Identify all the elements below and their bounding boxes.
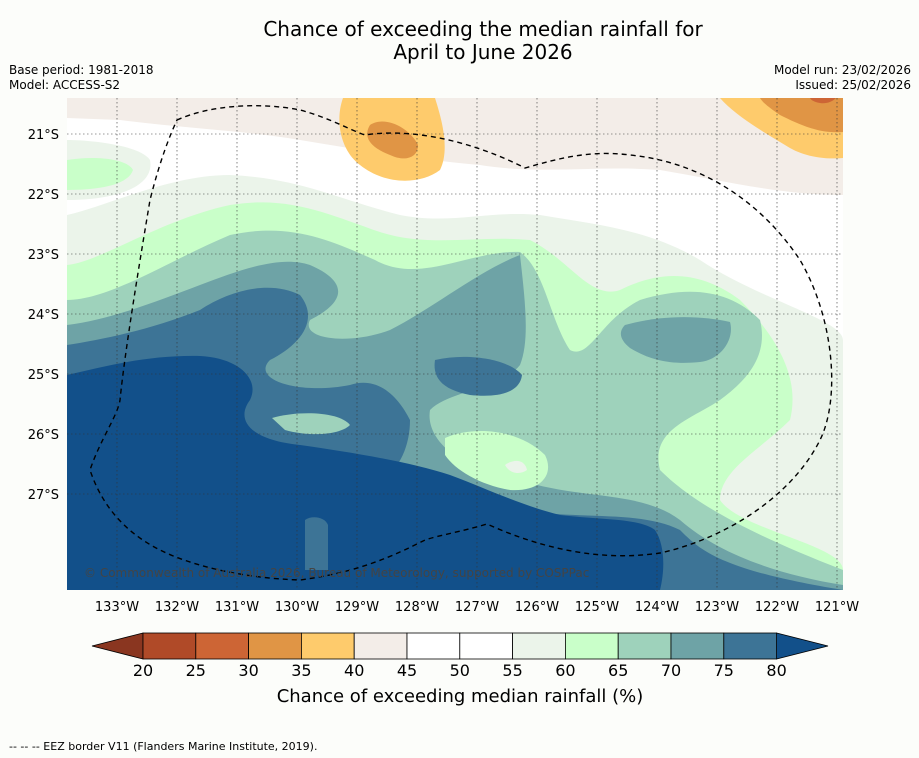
lon-label: 130°W bbox=[275, 600, 319, 615]
colorbar-over-arrow bbox=[776, 632, 829, 660]
lon-label: 122°W bbox=[755, 600, 799, 615]
colorbar-tick-label: 75 bbox=[714, 661, 734, 680]
lat-label: 24°S bbox=[28, 308, 59, 323]
lon-labels: 133°W 132°W 131°W 130°W 129°W 128°W 127°… bbox=[95, 600, 859, 615]
contour-band-25-30-ne bbox=[810, 98, 836, 104]
lon-label: 121°W bbox=[815, 600, 859, 615]
lon-label: 126°W bbox=[515, 600, 559, 615]
lon-label: 127°W bbox=[455, 600, 499, 615]
colorbar-segment bbox=[512, 632, 566, 660]
colorbar-tick-label: 65 bbox=[608, 661, 628, 680]
lon-label: 128°W bbox=[395, 600, 439, 615]
contour-band-above-80 bbox=[67, 355, 664, 590]
contour-band-40-45 bbox=[67, 98, 843, 195]
issued-date: Issued: 25/02/2026 bbox=[795, 78, 911, 92]
model-name: Model: ACCESS-S2 bbox=[9, 78, 121, 92]
lon-label: 123°W bbox=[695, 600, 739, 615]
colorbar-tick-label: 45 bbox=[397, 661, 417, 680]
colorbar-tick-label: 40 bbox=[344, 661, 364, 680]
colorbar-segment bbox=[142, 632, 197, 660]
lat-label: 23°S bbox=[28, 248, 59, 263]
contour-band-65-70-patch bbox=[272, 413, 350, 435]
colorbar-label: Chance of exceeding median rainfall (%) bbox=[277, 686, 644, 707]
colorbar-under-arrow bbox=[91, 632, 144, 660]
title-line-2: April to June 2026 bbox=[393, 40, 573, 64]
lat-label: 22°S bbox=[28, 188, 59, 203]
eez-border bbox=[89, 105, 833, 581]
lat-label: 25°S bbox=[28, 368, 59, 383]
contour-band-75-80-center bbox=[434, 356, 522, 396]
meta-right: Model run: 23/02/2026 Issued: 25/02/2026 bbox=[774, 63, 911, 93]
colorbar-tick-label: 50 bbox=[450, 661, 470, 680]
contour-band-55-60-patch bbox=[505, 460, 527, 473]
colorbar-segment bbox=[353, 632, 408, 660]
lat-label: 21°S bbox=[28, 128, 59, 143]
lon-label: 131°W bbox=[215, 600, 259, 615]
colorbar-tick-label: 55 bbox=[502, 661, 522, 680]
model-run: Model run: 23/02/2026 bbox=[773, 63, 911, 77]
lon-label: 124°W bbox=[635, 600, 679, 615]
colorbar-tick-label: 60 bbox=[555, 661, 575, 680]
colorbar-segment bbox=[565, 632, 619, 660]
lat-label: 26°S bbox=[28, 428, 59, 443]
meta-left: Base period: 1981-2018 Model: ACCESS-S2 bbox=[9, 63, 154, 93]
colorbar-tick-label: 25 bbox=[186, 661, 206, 680]
contour-band-30-35-north bbox=[367, 121, 418, 159]
colorbar-segment bbox=[459, 632, 513, 660]
colorbar-segment bbox=[617, 632, 672, 660]
copyright-text: © Commonwealth of Australia 2026, Bureau… bbox=[84, 566, 589, 580]
colorbar-tick-label: 20 bbox=[133, 661, 153, 680]
colorbar-segment bbox=[195, 632, 250, 660]
lon-label: 125°W bbox=[575, 600, 619, 615]
colorbar: 20 25 30 35 40 45 50 55 60 65 70 75 80 bbox=[91, 632, 829, 680]
colorbar-tick-label: 80 bbox=[766, 661, 786, 680]
lon-label: 132°W bbox=[155, 600, 199, 615]
colorbar-segment bbox=[723, 632, 777, 660]
colorbar-segment bbox=[670, 632, 725, 660]
colorbar-segment bbox=[406, 632, 461, 660]
colorbar-tick-label: 35 bbox=[291, 661, 311, 680]
contour-band-60-65-west bbox=[67, 158, 133, 190]
contour-band-60-65-patch bbox=[445, 431, 549, 491]
contour-field: © Commonwealth of Australia 2026, Bureau… bbox=[67, 98, 843, 590]
title-line-1: Chance of exceeding the median rainfall … bbox=[263, 17, 703, 41]
lon-label: 129°W bbox=[335, 600, 379, 615]
map-title: Chance of exceeding the median rainfall … bbox=[0, 18, 919, 64]
contour-band-30-35-ne bbox=[760, 98, 843, 133]
contour-band-70-75-east bbox=[620, 317, 731, 363]
colorbar-tick-label: 30 bbox=[238, 661, 258, 680]
lat-label: 27°S bbox=[28, 488, 59, 503]
colorbar-segment bbox=[300, 632, 355, 660]
contour-band-75-80-south bbox=[305, 517, 328, 570]
grid-lines bbox=[67, 98, 843, 590]
colorbar-segment bbox=[248, 632, 302, 660]
eez-legend: -- -- -- EEZ border V11 (Flanders Marine… bbox=[9, 740, 318, 753]
base-period: Base period: 1981-2018 bbox=[9, 63, 154, 77]
colorbar-tick-label: 70 bbox=[661, 661, 681, 680]
lat-labels: 21°S 22°S 23°S 24°S 25°S 26°S 27°S bbox=[28, 128, 59, 503]
lon-label: 133°W bbox=[95, 600, 139, 615]
